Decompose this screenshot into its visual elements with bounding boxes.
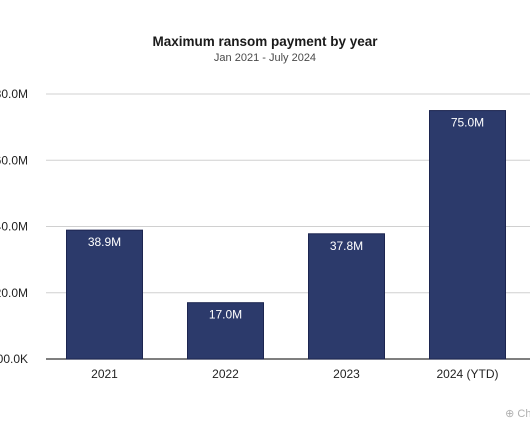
x-tick-label: 2022 — [212, 367, 239, 381]
bar — [308, 233, 385, 360]
bar — [66, 229, 143, 360]
data-label: 75.0M — [451, 116, 484, 130]
watermark: ⊕ Chai — [505, 407, 530, 420]
y-tick-label: 40.0M — [0, 220, 28, 234]
chart-title: Maximum ransom payment by year — [152, 34, 378, 49]
x-tick-label: 2021 — [91, 367, 118, 381]
x-tick-label: 2023 — [333, 367, 360, 381]
y-tick-label: 00.0K — [0, 352, 28, 366]
chart-subtitle: Jan 2021 - July 2024 — [213, 52, 317, 64]
watermark-text: Chai — [517, 408, 530, 420]
bar — [429, 110, 506, 360]
data-label: 38.9M — [88, 235, 121, 249]
data-label: 37.8M — [330, 239, 363, 253]
y-tick-label: 60.0M — [0, 153, 28, 167]
x-tick-label: 2024 (YTD) — [436, 367, 498, 381]
y-tick-label: 80.0M — [0, 87, 28, 101]
data-label: 17.0M — [209, 308, 242, 322]
bar — [187, 302, 264, 360]
y-tick-label: 20.0M — [0, 286, 28, 300]
chart-logo-icon: ⊕ — [505, 408, 515, 420]
